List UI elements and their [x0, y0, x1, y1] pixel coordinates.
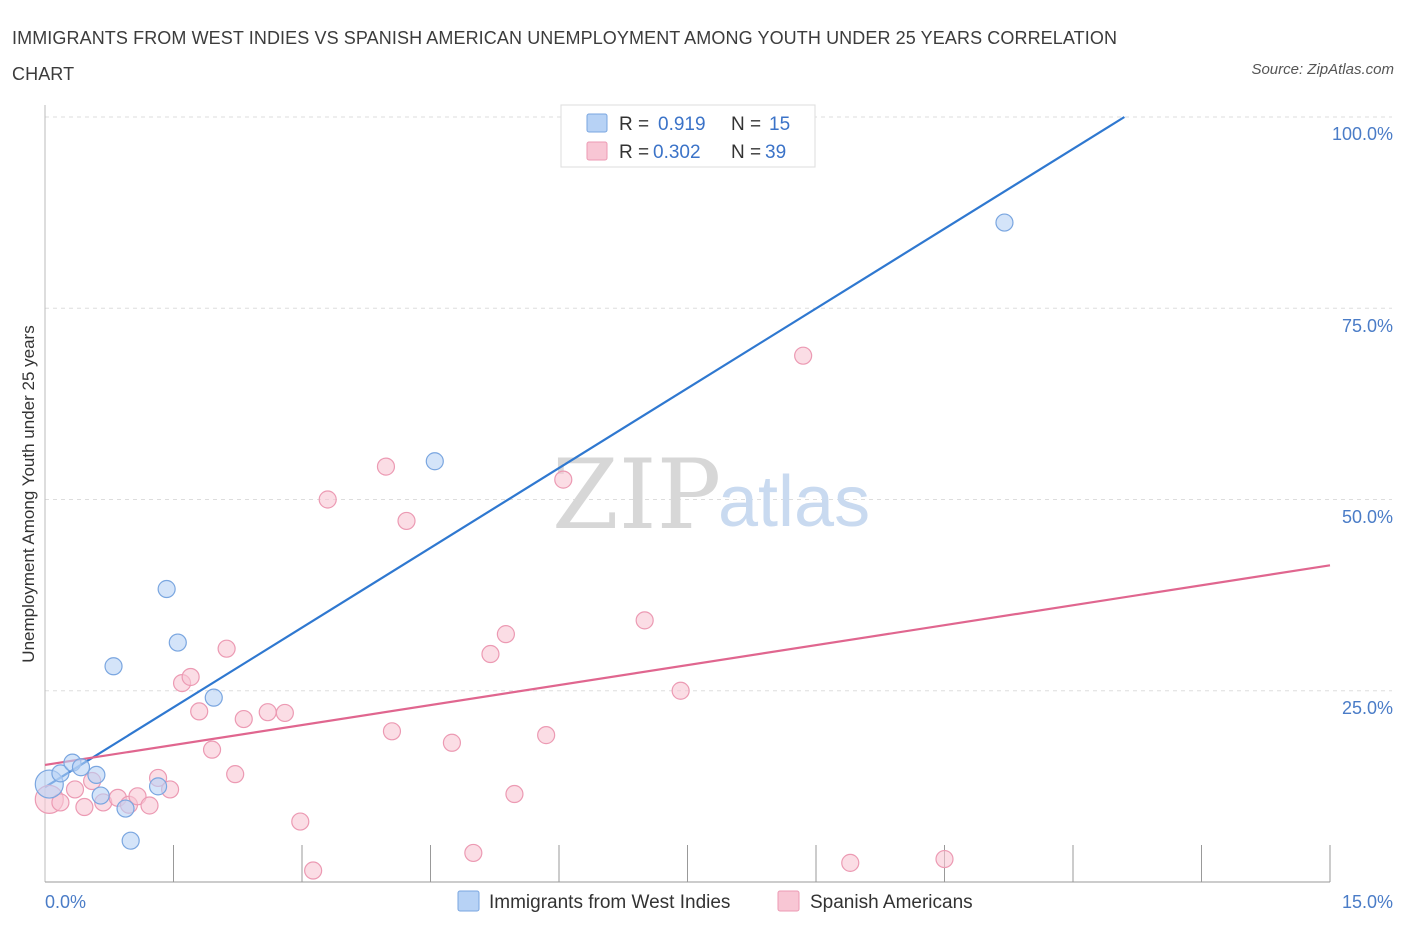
point-west-indies	[995, 213, 1014, 232]
point-west-indies	[87, 765, 106, 785]
y-tick-label: 100.0%	[1332, 124, 1393, 144]
bottom-legend-swatch-west-indies	[457, 890, 480, 912]
point-west-indies	[204, 688, 223, 707]
legend-n-value: 39	[765, 142, 786, 163]
y-tick-label: 50.0%	[1342, 507, 1393, 527]
x-tick-label-min: 0.0%	[45, 892, 86, 912]
point-spanish-americans	[505, 784, 524, 804]
point-spanish-americans	[190, 702, 209, 721]
point-spanish-americans	[841, 853, 860, 872]
gridlines	[45, 116, 1392, 692]
point-spanish-americans	[537, 726, 556, 745]
point-spanish-americans	[275, 703, 294, 723]
point-spanish-americans	[397, 511, 416, 531]
point-spanish-americans	[935, 849, 954, 869]
point-west-indies	[71, 758, 91, 777]
point-spanish-americans	[51, 793, 70, 812]
point-west-indies	[51, 764, 70, 783]
point-spanish-americans	[481, 644, 500, 664]
point-spanish-americans	[65, 780, 85, 799]
point-west-indies	[116, 799, 135, 818]
x-tick-label-max: 15.0%	[1342, 892, 1393, 912]
bottom-legend-label-west-indies: Immigrants from West Indies	[489, 892, 730, 913]
point-spanish-americans	[554, 470, 573, 489]
watermark-zip: ZIP	[552, 439, 721, 551]
point-west-indies	[157, 579, 176, 599]
legend-n-label: N =	[731, 114, 761, 135]
legend-r-label: R =	[619, 114, 649, 135]
point-spanish-americans	[794, 346, 813, 365]
axes	[44, 105, 1331, 883]
trendline-spanish-americans	[44, 564, 1331, 767]
trendlines	[44, 116, 1331, 789]
legend-r-label: R =	[619, 142, 649, 163]
point-spanish-americans	[382, 722, 402, 741]
watermark-atlas: atlas	[718, 462, 870, 542]
point-west-indies	[104, 657, 123, 676]
y-tick-label: 75.0%	[1342, 316, 1393, 336]
y-tick-labels: 100.0% 75.0% 50.0% 25.0%	[1332, 124, 1393, 718]
watermark: ZIP atlas	[552, 439, 870, 551]
point-west-indies	[425, 452, 444, 471]
point-spanish-americans	[442, 733, 462, 752]
bottom-legend-label-spanish-americans: Spanish Americans	[810, 892, 973, 913]
point-west-indies	[168, 633, 187, 652]
point-spanish-americans	[376, 457, 396, 476]
point-spanish-americans	[671, 681, 690, 700]
point-spanish-americans	[496, 625, 515, 644]
point-spanish-americans	[234, 709, 253, 729]
point-spanish-americans	[75, 797, 94, 817]
data-points	[34, 213, 1014, 880]
point-spanish-americans	[464, 843, 483, 863]
point-spanish-americans	[304, 861, 323, 880]
legend-swatch-spanish-americans	[586, 141, 608, 161]
point-spanish-americans	[181, 667, 200, 687]
legend-n-value: 15	[769, 114, 790, 135]
point-spanish-americans	[217, 639, 236, 658]
bottom-legend-swatch-spanish-americans	[777, 890, 800, 912]
correlation-legend: R = 0.919 N = 15 R = 0.302 N = 39	[560, 104, 816, 168]
legend-r-value: 0.302	[653, 142, 701, 163]
chart-title: IMMIGRANTS FROM WEST INDIES VS SPANISH A…	[12, 28, 1118, 84]
point-spanish-americans	[291, 812, 310, 831]
y-tick-label: 25.0%	[1342, 698, 1393, 718]
point-spanish-americans	[140, 796, 159, 815]
trendline-west-indies	[44, 116, 1125, 789]
point-spanish-americans	[128, 787, 147, 806]
point-spanish-americans	[635, 611, 654, 630]
point-spanish-americans	[226, 765, 245, 784]
point-spanish-americans	[202, 740, 222, 759]
chart-source: Source: ZipAtlas.com	[1251, 61, 1394, 78]
legend-swatch-west-indies	[586, 113, 608, 133]
point-spanish-americans	[318, 490, 337, 509]
y-axis-label: Unemployment Among Youth under 25 years	[19, 325, 38, 662]
point-west-indies	[148, 777, 168, 796]
point-west-indies	[121, 831, 140, 850]
legend-n-label: N =	[731, 142, 761, 163]
point-west-indies	[91, 786, 110, 805]
point-spanish-americans	[258, 703, 277, 722]
legend-r-value: 0.919	[658, 114, 706, 135]
series-legend: Immigrants from West Indies Spanish Amer…	[457, 890, 973, 913]
